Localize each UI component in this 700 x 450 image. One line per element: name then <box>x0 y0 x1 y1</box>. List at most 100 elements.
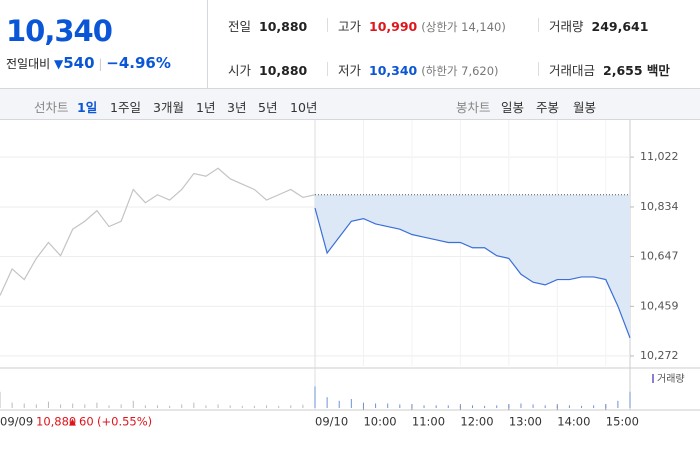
tab-label: 봉차트 <box>456 100 491 115</box>
volume-bar <box>387 403 389 408</box>
volume-bar <box>496 405 498 408</box>
separator <box>327 62 328 76</box>
volume-bar <box>47 401 49 408</box>
tab[interactable]: 10년 <box>290 100 318 115</box>
separator <box>327 18 328 32</box>
x-tick-label: 12:00 <box>460 415 493 429</box>
volume-bar <box>108 405 110 408</box>
volume-bar <box>447 405 449 408</box>
cell-label: 시가 <box>228 63 252 78</box>
volume-bar <box>629 391 631 408</box>
cell: 고가 10,990 (상한가 14,140) <box>338 16 506 35</box>
volume-bar <box>84 404 86 408</box>
volume-bar <box>217 404 219 408</box>
cell-value: 10,990 <box>369 19 418 34</box>
tab[interactable]: 1일 <box>77 100 98 115</box>
x-tick-label: 11:00 <box>412 415 445 429</box>
y-tick-label: 10,459 <box>640 299 679 312</box>
volume-bar <box>556 405 558 408</box>
cell-label: 저가 <box>338 63 362 78</box>
chart-tabs: 선차트 1일 1주일 3개월 1년 3년 5년 10년 봉차트 일봉 주봉 월봉 <box>0 89 700 120</box>
volume-bar <box>484 405 486 408</box>
up-icon: ▲ <box>69 418 76 428</box>
separator <box>538 18 539 32</box>
volume-bar <box>0 391 1 408</box>
volume-bar <box>593 405 595 408</box>
volume-bar <box>193 402 195 408</box>
volume-bar <box>314 386 316 408</box>
footer-rate: (+0.55%) <box>97 415 152 429</box>
price-box: 10,340 전일대비 ▼540 | −4.96% <box>0 0 208 88</box>
volume-bar <box>472 405 473 408</box>
volume-bar <box>605 404 607 408</box>
cell: 전일 10,880 <box>228 16 307 35</box>
volume-bar <box>617 400 619 408</box>
tab[interactable]: 주봉 <box>536 100 560 115</box>
change-row: 전일대비 ▼540 | −4.96% <box>6 54 171 72</box>
tab[interactable]: 월봉 <box>573 100 597 115</box>
y-tick-label: 10,834 <box>640 200 679 213</box>
cell: 저가 10,340 (하한가 7,620) <box>338 60 499 79</box>
cell-label: 고가 <box>338 19 362 34</box>
volume-bar <box>169 405 171 408</box>
volume-bar <box>314 397 316 408</box>
divider: | <box>98 57 103 71</box>
y-tick-label: 11,022 <box>640 150 679 163</box>
legend-label: 거래량 <box>657 373 685 385</box>
cell-note: (하한가 7,620) <box>421 64 499 78</box>
change: 540 <box>63 54 95 72</box>
volume-bar <box>60 404 62 408</box>
volume-bar <box>302 404 304 408</box>
volume-bar <box>35 404 37 408</box>
day-label: 09/10 <box>315 415 348 429</box>
cell-label: 거래대금 <box>549 63 596 78</box>
volume-bar <box>375 403 377 408</box>
volume-bar <box>278 405 280 408</box>
volume-bar <box>581 405 583 408</box>
tab[interactable]: 1년 <box>196 100 216 115</box>
volume-bar <box>120 404 122 408</box>
footer-change: 60 <box>79 415 94 429</box>
cell-value: 10,880 <box>259 63 308 78</box>
volume-bar <box>72 403 74 408</box>
volume-bar <box>423 405 425 408</box>
cell: 거래대금 2,655 백만 <box>549 60 670 79</box>
volume-bar <box>205 405 207 408</box>
price-line <box>0 167 316 296</box>
x-tick-label: 13:00 <box>509 415 542 429</box>
cell-value: 2,655 백만 <box>603 63 670 78</box>
y-tick-label: 10,647 <box>640 250 679 263</box>
volume-bar <box>181 404 183 408</box>
price-line <box>314 207 631 339</box>
volume-bar <box>290 405 292 408</box>
tab[interactable]: 5년 <box>258 100 278 115</box>
volume-bar <box>350 399 352 408</box>
cell: 거래량 249,641 <box>549 16 648 35</box>
cell-value: 10,880 <box>259 19 308 34</box>
volume-bar <box>11 402 13 408</box>
cell-value: 10,340 <box>369 63 418 78</box>
volume-bar <box>253 405 255 408</box>
down-icon: ▼ <box>54 57 64 71</box>
volume-bar <box>520 403 522 408</box>
volume-bar <box>532 404 534 408</box>
volume-bar <box>157 405 158 408</box>
volume-bar <box>544 405 546 408</box>
tab[interactable]: 일봉 <box>501 100 525 115</box>
tab[interactable]: 3년 <box>227 100 247 115</box>
volume-bar <box>411 404 413 408</box>
cell: 시가 10,880 <box>228 60 307 79</box>
volume-bar <box>326 397 328 408</box>
volume-bar <box>508 404 510 408</box>
volume-bar <box>399 404 401 408</box>
cell-label: 거래량 <box>549 19 584 34</box>
area <box>315 194 630 338</box>
tab[interactable]: 3개월 <box>153 100 184 115</box>
x-tick-label: 10:00 <box>363 415 396 429</box>
change-rate: −4.96% <box>106 54 171 72</box>
tab[interactable]: 1주일 <box>110 100 141 115</box>
x-tick-label: 15:00 <box>606 415 639 429</box>
volume-bar <box>266 405 268 408</box>
volume-bar <box>435 405 437 408</box>
